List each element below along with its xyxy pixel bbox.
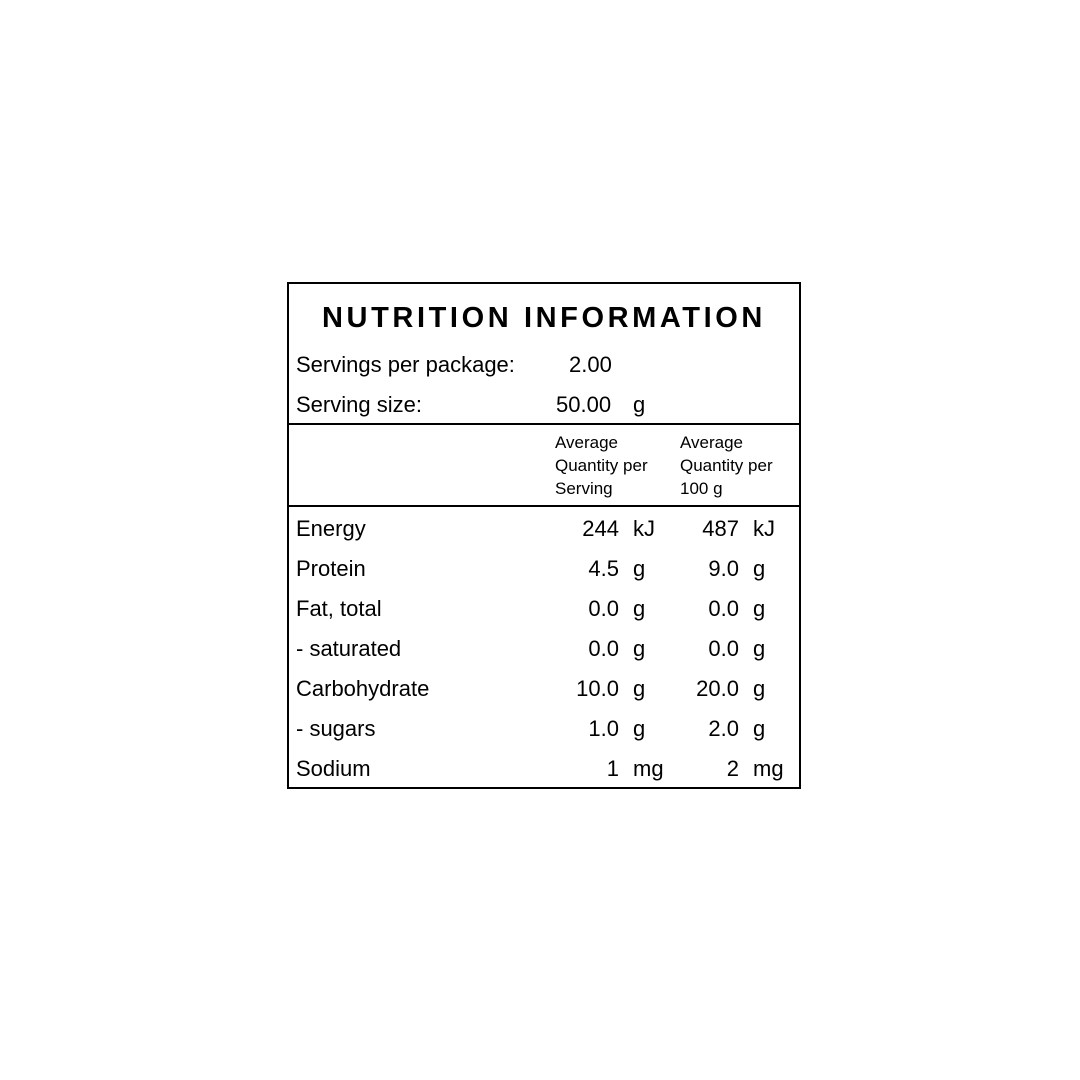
header-line: Serving — [555, 479, 613, 498]
per-100g-value: 0.0 — [708, 596, 739, 621]
per-serving-value: 10.0 — [576, 676, 619, 701]
per-serving-unit: g — [633, 636, 646, 661]
per-100g-value: 2 — [726, 756, 739, 781]
per-100g-value: 20.0 — [696, 676, 739, 701]
header-line: Quantity per — [680, 456, 773, 475]
per-100g-value: 9.0 — [708, 556, 739, 581]
nutrient-name: Carbohydrate — [296, 676, 430, 701]
header-line: Quantity per — [555, 456, 648, 475]
column-header-per-100g: Average Quantity per 100 g — [680, 431, 773, 500]
per-100g-unit: g — [753, 596, 766, 621]
nutrient-name: Sodium — [296, 756, 371, 781]
nutrient-name: - sugars — [296, 716, 376, 741]
per-100g-unit: kJ — [753, 516, 775, 541]
per-100g-unit: mg — [753, 756, 784, 781]
header-line: Average — [555, 433, 619, 452]
per-serving-value: 244 — [582, 516, 619, 541]
per-serving-unit: mg — [633, 756, 664, 781]
column-header-per-serving: Average Quantity per Serving — [555, 431, 648, 500]
per-100g-value: 0.0 — [708, 636, 739, 661]
per-100g-value: 487 — [702, 516, 739, 541]
per-100g-unit: g — [753, 556, 766, 581]
per-100g-unit: g — [753, 636, 766, 661]
per-serving-unit: kJ — [633, 516, 655, 541]
per-100g-unit: g — [753, 716, 766, 741]
per-serving-value: 1 — [606, 756, 619, 781]
per-serving-unit: g — [633, 676, 646, 701]
nutrient-name: Protein — [296, 556, 366, 581]
per-100g-value: 2.0 — [708, 716, 739, 741]
divider — [289, 423, 799, 425]
nutrition-label: NUTRITION INFORMATION Servings per packa… — [287, 282, 801, 789]
nutrient-name: Energy — [296, 516, 366, 541]
per-serving-unit: g — [633, 596, 646, 621]
serving-size-value: 50.00 — [556, 392, 612, 417]
per-serving-unit: g — [633, 556, 646, 581]
divider — [289, 505, 799, 507]
servings-per-package-value: 2.00 — [569, 352, 612, 377]
per-serving-value: 1.0 — [588, 716, 619, 741]
header-line: 100 g — [680, 479, 723, 498]
per-serving-value: 0.0 — [588, 596, 619, 621]
serving-size-label: Serving size: — [296, 392, 422, 417]
nutrient-name: Fat, total — [296, 596, 382, 621]
nutrient-name: - saturated — [296, 636, 402, 661]
per-serving-value: 0.0 — [588, 636, 619, 661]
header-line: Average — [680, 433, 744, 452]
label-title: NUTRITION INFORMATION — [322, 302, 766, 334]
servings-per-package-label: Servings per package: — [296, 352, 515, 377]
per-100g-unit: g — [753, 676, 766, 701]
per-serving-unit: g — [633, 716, 646, 741]
per-serving-value: 4.5 — [588, 556, 619, 581]
serving-size-unit: g — [633, 392, 646, 417]
